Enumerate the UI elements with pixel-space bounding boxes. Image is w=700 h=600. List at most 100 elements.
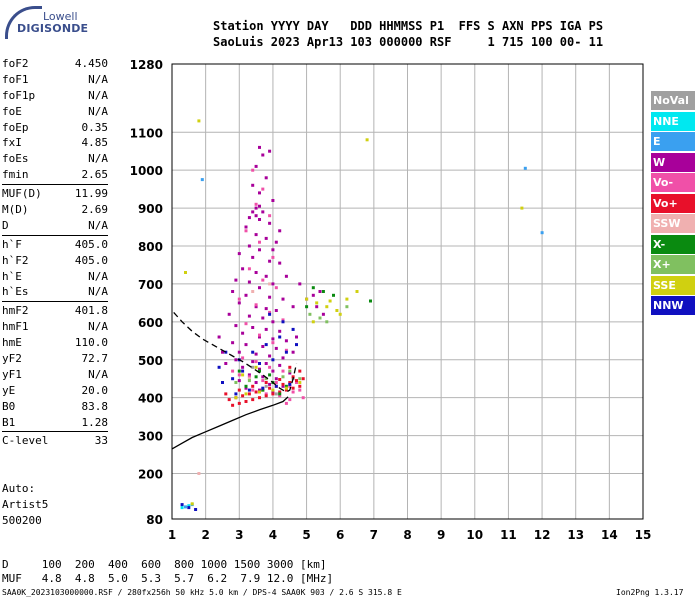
param-row: h`F2 405.0 [2,253,108,269]
digisonde-logo: Lowell DIGISONDE [3,4,88,39]
point-vo- [291,386,295,390]
point-vo- [284,401,288,405]
point-sse [345,297,349,301]
x-tick-label: 6 [336,528,344,542]
y-tick-label: 200 [138,468,163,482]
point-nnw [261,386,265,390]
param-row: MUF(D) 11.99 [2,186,108,202]
params-separator [2,234,108,236]
y-tick-label: 80 [146,513,163,527]
point-nnw [234,392,238,396]
param-row: h`F 405.0 [2,237,108,253]
point-nnw [288,382,292,386]
param-value: N/A [88,320,108,334]
point-vo- [251,384,255,388]
point-vo- [258,396,261,400]
param-row: h`E N/A [2,269,108,285]
point-w [241,365,245,369]
point-sse [298,381,302,384]
params-separator [2,301,108,303]
point-w [261,210,265,214]
param-key: h`E [2,269,22,283]
point-sse [305,297,309,301]
param-row: hmE 110.0 [2,335,108,351]
point-w [237,379,241,383]
auto-code: 500200 [2,514,42,527]
point-x- [321,290,325,293]
point-nne [180,506,184,510]
legend-item-w: W [651,152,695,172]
point-vo- [254,303,258,307]
point-vo- [251,398,255,402]
param-row: hmF1 N/A [2,319,108,335]
point-vo- [268,214,272,218]
point-vo- [288,381,292,384]
point-vo- [251,388,255,392]
point-sse [338,312,342,316]
param-value: N/A [88,104,108,118]
point-nnw [284,350,288,354]
legend-item-e: E [651,132,695,151]
point-e [523,166,527,170]
point-w [271,337,275,341]
point-w [244,225,248,229]
point-x- [332,293,335,297]
point-sse [315,301,319,305]
header-line-1: Station YYYY DAY DDD HHMMSS P1 FFS S AXN… [213,19,604,33]
point-sse [284,386,288,390]
point-nnw [180,503,184,507]
point-vo- [237,373,241,377]
point-sse [241,373,245,377]
point-vo- [281,382,285,386]
point-x- [261,388,265,392]
param-key: h`Es [2,285,29,299]
point-nnw [291,327,295,331]
legend-item-nnw: NNW [651,296,695,315]
polarization-legend: NoVal NNE E W Vo- Vo+ SSW X- X+ SSE NNW [651,91,695,317]
point-nnw [241,369,245,373]
point-w [268,259,272,263]
point-vo- [271,341,275,345]
point-vo- [281,369,285,373]
point-w [274,240,278,244]
param-row: foF1p N/A [2,88,108,104]
point-vo- [298,369,302,373]
legend-item-nne: NNE [651,111,695,131]
y-tick-label: 1000 [130,164,163,178]
point-vo- [241,356,245,360]
point-x- [278,392,282,396]
point-sse [335,309,339,312]
point-w [258,335,261,339]
point-x- [264,377,268,381]
point-w [258,367,261,371]
point-vo- [278,378,282,381]
x-tick-label: 4 [269,528,277,542]
point-vo- [237,401,241,405]
param-row: foEp 0.35 [2,120,108,136]
autoscaling-info: Auto: Artist5 500200 [2,481,48,529]
point-w [258,191,261,195]
point-w [244,343,248,347]
point-vo- [264,381,268,384]
point-w [244,293,248,297]
point-w [281,297,285,301]
point-e [540,231,544,235]
point-nnw [271,358,275,362]
point-sse [520,206,524,210]
param-key: fmin [2,168,29,182]
point-sse [325,305,329,309]
point-vo- [284,388,288,392]
point-x- [247,379,251,383]
point-w [281,384,285,388]
y-tick-label: 300 [138,430,163,444]
point-vo- [258,240,261,244]
point-vo- [254,390,258,394]
legend-item-ssw: SSW [651,214,695,233]
point-vo- [271,392,275,396]
point-vo- [247,267,251,271]
point-vo- [264,394,268,398]
point-vo- [268,386,272,390]
point-nnw [224,350,228,354]
point-x- [258,369,261,373]
